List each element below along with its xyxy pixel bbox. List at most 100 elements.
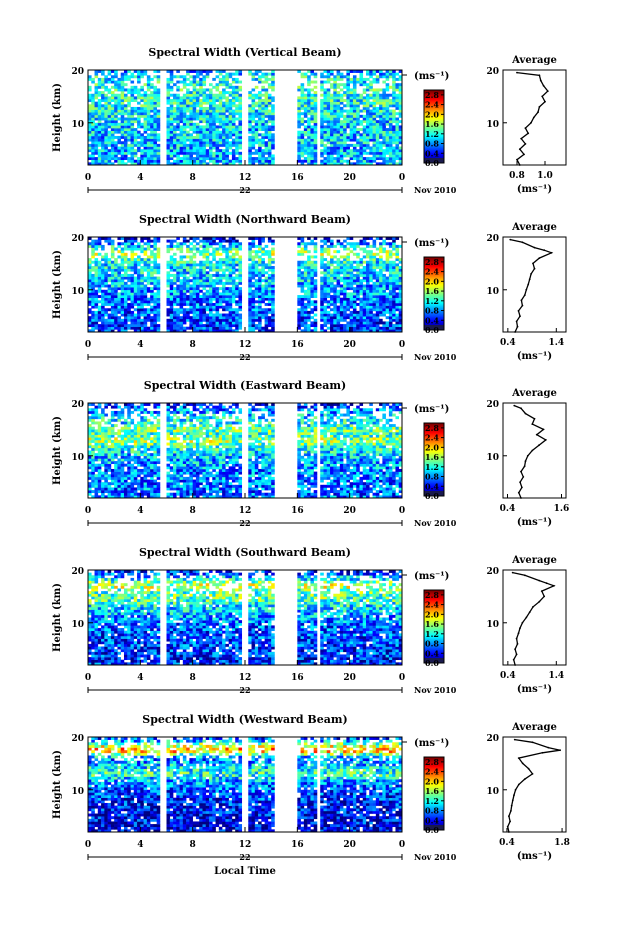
y-axis-label: Height (km): [52, 750, 63, 819]
colorbar-zero-band: [424, 158, 444, 163]
x-tick-label: 20: [343, 173, 356, 183]
panel-1: Spectral Width (Vertical Beam) 10 20 Height…: [52, 46, 567, 195]
heatmap-field: [88, 237, 403, 333]
average-x-tick-label: 0.8: [509, 171, 525, 181]
average-profile-point: [559, 749, 561, 752]
average-profile-point: [524, 127, 527, 129]
average-profile-point: [532, 116, 535, 119]
colorbar-tick-label: 1.2: [425, 629, 439, 639]
average-frame: [502, 69, 567, 166]
y-axis-label: Height (km): [52, 416, 63, 485]
average-profile-point: [542, 428, 545, 431]
average-profile-point: [523, 294, 526, 296]
y-tick-label: 10: [71, 287, 84, 297]
colorbar-tick-label: 0.0: [425, 658, 439, 668]
x-tick-label: 20: [343, 840, 356, 850]
average-title: Average: [511, 388, 557, 399]
average-profile-point: [527, 767, 530, 770]
average-profile-point: [521, 762, 524, 765]
x-tick-label: 20: [343, 506, 356, 516]
average-y-tick-label: 20: [486, 234, 499, 244]
colorbar-tick-label: 2.4: [425, 100, 439, 110]
average-x-tick-label: 0.4: [500, 671, 516, 681]
colorbar-tick-label: 2.8: [425, 423, 439, 433]
average-x-tick-label: 1.0: [537, 171, 553, 181]
average-profile-point: [528, 278, 531, 281]
average-x-label: (ms⁻¹): [517, 517, 552, 528]
colorbar-tick-label: 1.2: [425, 462, 439, 472]
x-tick-label: 0: [399, 340, 405, 350]
colorbar-tick-label: 0.0: [425, 825, 439, 835]
average-profile-point: [531, 741, 534, 744]
x-tick-label: 12: [239, 506, 252, 516]
average-y-tick-label: 20: [486, 734, 499, 744]
average-title: Average: [511, 222, 557, 233]
colorbar-tick-label: 0.0: [425, 325, 439, 335]
average-profile-point: [521, 621, 524, 624]
average-profile-point: [520, 407, 522, 410]
average-frame: [502, 569, 567, 666]
average-profile-point: [513, 404, 516, 407]
colorbar-frame: [423, 256, 445, 331]
average-frame: [502, 402, 567, 499]
colorbar-tick-label: 0.8: [425, 306, 439, 316]
x-tick-label: 0: [85, 673, 91, 683]
average-y-tick-label: 20: [486, 567, 499, 577]
x-tick-label: 4: [137, 673, 143, 683]
y-axis-label: Height (km): [52, 583, 63, 652]
average-profile-point: [510, 804, 513, 807]
panel-title: Spectral Width (Eastward Beam): [144, 379, 346, 392]
average-profile-point: [517, 632, 520, 635]
average-profile-point: [517, 757, 520, 759]
average-profile-point: [511, 571, 514, 574]
average-profile-point: [553, 584, 555, 587]
average-profile-point: [515, 653, 518, 656]
x-tick-label: 12: [239, 173, 252, 183]
panel-title: Spectral Width (Southward Beam): [139, 546, 351, 559]
average-x-tick-label: 0.4: [500, 338, 516, 348]
date-label: 22: [239, 685, 250, 695]
average-title: Average: [511, 55, 557, 66]
panel-title: Spectral Width (Vertical Beam): [148, 46, 341, 59]
average-profile-point: [516, 643, 519, 645]
average-profile-point: [538, 444, 540, 447]
colorbar-tick-label: 0.0: [425, 158, 439, 168]
average-profile-point: [517, 310, 520, 312]
average-profile-point: [509, 238, 512, 241]
average-profile-line: [514, 404, 547, 499]
average-profile-point: [524, 143, 527, 145]
average-profile-point: [538, 600, 541, 603]
x-tick-label: 4: [137, 840, 143, 850]
colorbar-tick-label: 0.8: [425, 139, 439, 149]
average-title: Average: [511, 555, 557, 566]
colorbar-tick-label: 2.4: [425, 767, 439, 777]
y-tick-label: 10: [71, 453, 84, 463]
average-x-tick-label: 0.4: [500, 504, 516, 514]
x-tick-label: 4: [137, 173, 143, 183]
x-tick-label: 0: [85, 340, 91, 350]
colorbar-tick-label: 2.0: [425, 776, 439, 786]
colorbar-tick-label: 2.8: [425, 757, 439, 767]
month-year-label: Nov 2010: [414, 185, 457, 195]
average-y-tick-label: 20: [486, 400, 499, 410]
average-profile-point: [538, 74, 541, 77]
average-profile-point: [517, 491, 520, 494]
x-tick-label: 8: [190, 673, 196, 683]
average-profile-point: [544, 439, 547, 441]
y-tick-label: 20: [71, 234, 84, 244]
colorbar-zero-band: [424, 658, 444, 663]
month-year-label: Nov 2010: [414, 352, 457, 362]
month-year-label: Nov 2010: [414, 685, 457, 695]
average-profile-line: [507, 738, 561, 833]
average-profile-point: [537, 111, 539, 114]
colorbar-tick-label: 2.8: [425, 590, 439, 600]
x-tick-label: 4: [137, 340, 143, 350]
y-axis-label: Height (km): [52, 83, 63, 152]
colorbar-tick-label: 0.0: [425, 491, 439, 501]
average-profile-line: [510, 238, 554, 333]
average-y-tick-label: 10: [486, 287, 499, 297]
colorbar-tick-label: 1.6: [425, 452, 439, 462]
average-profile-point: [527, 132, 530, 135]
average-profile-point: [533, 267, 536, 270]
average-profile-point: [527, 283, 530, 286]
